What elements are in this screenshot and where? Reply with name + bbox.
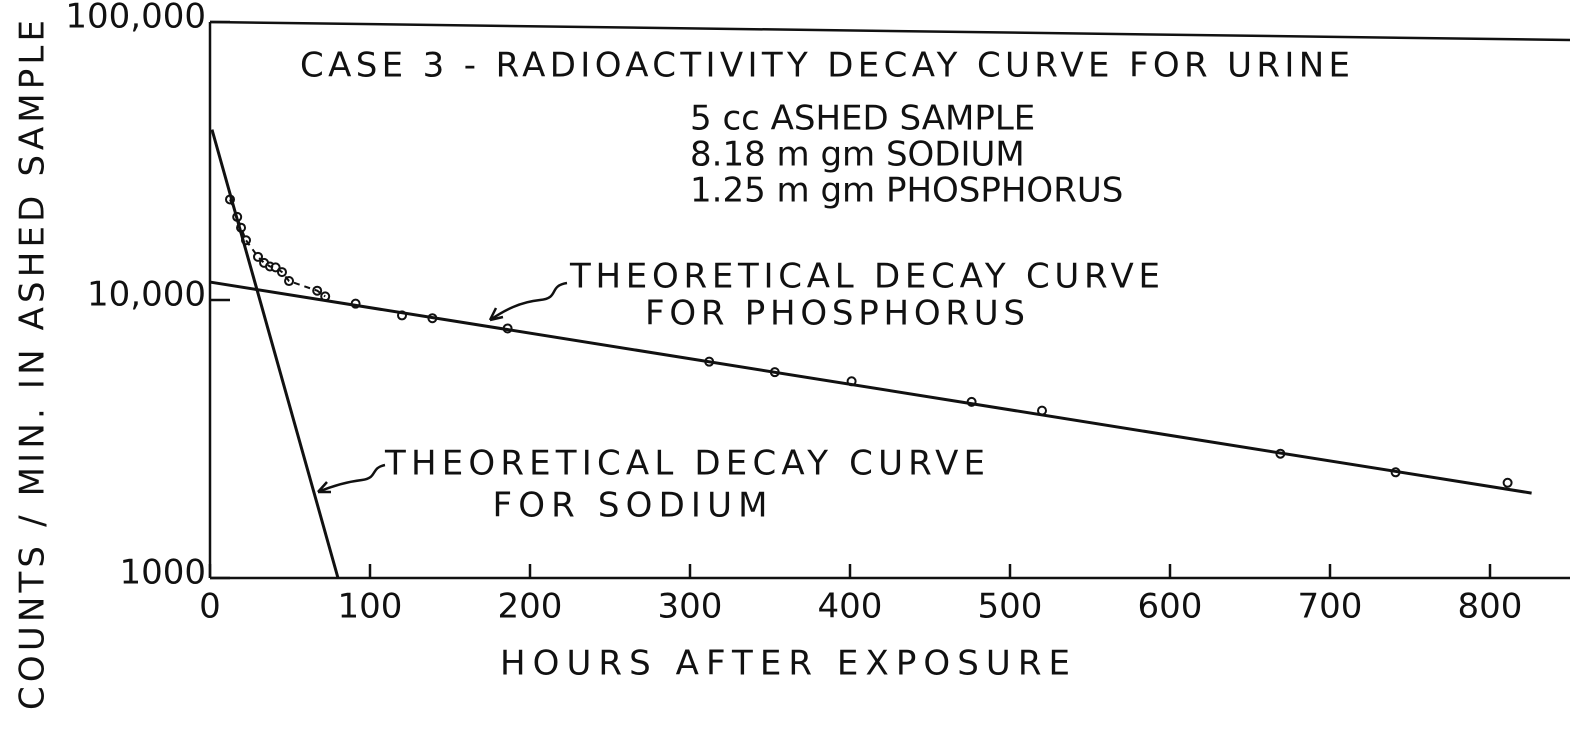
y-tick-label: 10,000: [87, 275, 206, 315]
x-tick-label: 200: [498, 587, 563, 627]
annotation-arrow-head: [488, 307, 504, 322]
x-tick-label: 300: [658, 587, 723, 627]
annotation: THEORETICAL DECAY CURVE: [384, 444, 985, 484]
annotation: FOR PHOSPHORUS: [645, 294, 1025, 334]
x-tick-label: 0: [199, 587, 221, 627]
annotation-arrow: [317, 463, 386, 494]
annotation-arrow: [489, 281, 568, 322]
x-tick-label: 800: [1458, 587, 1523, 627]
x-axis-label: HOURS AFTER EXPOSURE: [500, 644, 1070, 684]
data-point: [1502, 477, 1513, 488]
series-line: [209, 280, 1532, 495]
annotation-arrow-head: [317, 481, 331, 494]
top-border: [209, 20, 1571, 42]
x-tick-label: 700: [1298, 587, 1363, 627]
chart-title: CASE 3 - RADIOACTIVITY DECAY CURVE FOR U…: [300, 46, 1350, 86]
x-tick-label: 400: [818, 587, 883, 627]
subtitle: 5 cc ASHED SAMPLE: [690, 99, 1035, 139]
series-line: [210, 129, 340, 579]
x-tick-label: 600: [1138, 587, 1203, 627]
annotation: FOR SODIUM: [493, 486, 768, 526]
x-tick-label: 500: [978, 587, 1043, 627]
y-tick-label: 100,000: [65, 0, 206, 37]
annotation: THEORETICAL DECAY CURVE: [569, 257, 1160, 297]
subtitle: 1.25 m gm PHOSPHORUS: [690, 171, 1123, 211]
y-axis-label: COUNTS / MIN. IN ASHED SAMPLE: [13, 20, 53, 710]
x-tick-label: 100: [338, 587, 403, 627]
y-tick-label: 1000: [119, 553, 206, 593]
subtitle: 8.18 m gm SODIUM: [690, 135, 1025, 175]
